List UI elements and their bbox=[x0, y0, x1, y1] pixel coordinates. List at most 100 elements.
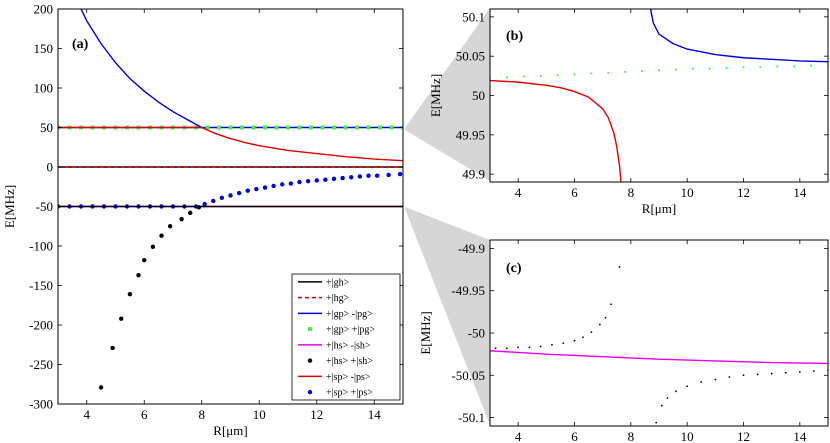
data-point bbox=[539, 345, 542, 348]
y-tick-label: 50 bbox=[40, 120, 53, 135]
x-tick-label: 12 bbox=[737, 185, 750, 200]
data-point bbox=[297, 125, 302, 130]
data-point bbox=[245, 188, 250, 193]
y-tick-label: -150 bbox=[29, 278, 53, 293]
zoom-funnel-c bbox=[405, 207, 490, 425]
panel-label: (c) bbox=[506, 261, 522, 276]
data-point bbox=[813, 370, 815, 372]
y-tick-label: -50 bbox=[36, 199, 53, 214]
y-tick-label: -49.95 bbox=[451, 283, 485, 298]
data-point bbox=[655, 421, 658, 424]
data-point bbox=[539, 74, 542, 77]
y-tick-label: 0 bbox=[47, 160, 54, 175]
data-point bbox=[98, 385, 104, 390]
plot-content bbox=[58, 9, 403, 390]
data-point bbox=[562, 342, 565, 345]
data-point bbox=[551, 343, 553, 346]
data-point bbox=[262, 185, 268, 190]
data-point bbox=[280, 182, 285, 187]
x-tick-label: 12 bbox=[737, 429, 750, 443]
data-point bbox=[240, 125, 244, 130]
data-point bbox=[236, 190, 242, 196]
data-point bbox=[728, 376, 731, 378]
legend-label: +|gh> bbox=[326, 277, 350, 288]
data-point bbox=[274, 125, 279, 130]
legend-label: +|hs> -|sh> bbox=[326, 340, 371, 351]
y-tick-label: 50 bbox=[472, 88, 485, 103]
data-point bbox=[228, 193, 233, 198]
data-point bbox=[343, 125, 348, 130]
data-point bbox=[366, 173, 371, 178]
y-tick-label: -50 bbox=[468, 326, 485, 341]
data-point bbox=[217, 125, 221, 130]
data-point bbox=[219, 195, 225, 201]
x-tick-label: 4 bbox=[84, 407, 91, 422]
data-point bbox=[798, 370, 801, 373]
series-blue-8-line bbox=[80, 9, 203, 129]
data-point bbox=[159, 233, 164, 238]
legend-label: +|gp> +|pg> bbox=[326, 325, 375, 336]
y-tick-label: -250 bbox=[29, 357, 53, 372]
data-point bbox=[297, 179, 302, 185]
data-point bbox=[332, 125, 336, 130]
y-tick-label: 50.1 bbox=[462, 9, 485, 24]
data-point bbox=[320, 125, 325, 130]
data-point bbox=[136, 273, 141, 278]
legend-box bbox=[291, 273, 401, 401]
x-tick-label: 8 bbox=[628, 185, 635, 200]
data-point bbox=[251, 125, 256, 130]
y-tick-label: -100 bbox=[29, 239, 53, 254]
data-point bbox=[522, 75, 525, 78]
data-point bbox=[770, 372, 773, 375]
data-point bbox=[784, 371, 787, 374]
x-tick-label: 8 bbox=[199, 407, 206, 422]
legend-label: +|hs> +|sh> bbox=[326, 356, 373, 367]
data-point bbox=[725, 67, 728, 69]
legend-entry: +|hs> -|sh> bbox=[298, 340, 371, 351]
series-red-0-line bbox=[490, 79, 622, 182]
data-point bbox=[573, 339, 576, 342]
y-tick-label: 100 bbox=[34, 81, 54, 96]
y-tick-label: -200 bbox=[29, 318, 53, 333]
legend-marker bbox=[307, 389, 313, 395]
data-point bbox=[305, 179, 311, 184]
data-point bbox=[624, 71, 627, 73]
data-point bbox=[150, 244, 156, 249]
data-point bbox=[340, 175, 345, 181]
plot-area bbox=[490, 9, 828, 182]
data-point bbox=[573, 73, 576, 76]
data-point bbox=[127, 291, 133, 297]
series-blue-1-line bbox=[649, 9, 828, 63]
panel-label: (b) bbox=[506, 29, 523, 44]
data-point bbox=[397, 171, 403, 177]
data-point bbox=[700, 381, 703, 383]
data-point bbox=[357, 174, 363, 179]
x-axis-label: R[μm] bbox=[642, 201, 676, 216]
data-point bbox=[660, 404, 663, 407]
data-point bbox=[793, 65, 796, 68]
plot-area bbox=[490, 240, 828, 426]
data-point bbox=[675, 390, 677, 393]
data-point bbox=[211, 198, 216, 204]
data-point bbox=[355, 125, 359, 130]
data-point bbox=[378, 125, 382, 130]
data-point bbox=[228, 125, 233, 130]
x-tick-label: 12 bbox=[310, 407, 323, 422]
data-point bbox=[590, 331, 593, 334]
data-point bbox=[517, 346, 520, 349]
data-point bbox=[641, 70, 643, 73]
legend-marker bbox=[307, 358, 313, 363]
data-point bbox=[271, 183, 276, 189]
data-point bbox=[205, 125, 210, 130]
data-point bbox=[714, 378, 717, 381]
data-point bbox=[389, 125, 394, 130]
data-point bbox=[323, 177, 328, 182]
data-point bbox=[756, 373, 759, 376]
data-point bbox=[556, 74, 559, 76]
data-point bbox=[263, 125, 267, 130]
legend-label: +|sp> +|ps> bbox=[326, 388, 373, 399]
data-point bbox=[286, 125, 290, 130]
panel-label: (a) bbox=[72, 37, 89, 52]
y-axis-label: E[MHz] bbox=[428, 74, 443, 117]
data-point bbox=[776, 65, 779, 68]
